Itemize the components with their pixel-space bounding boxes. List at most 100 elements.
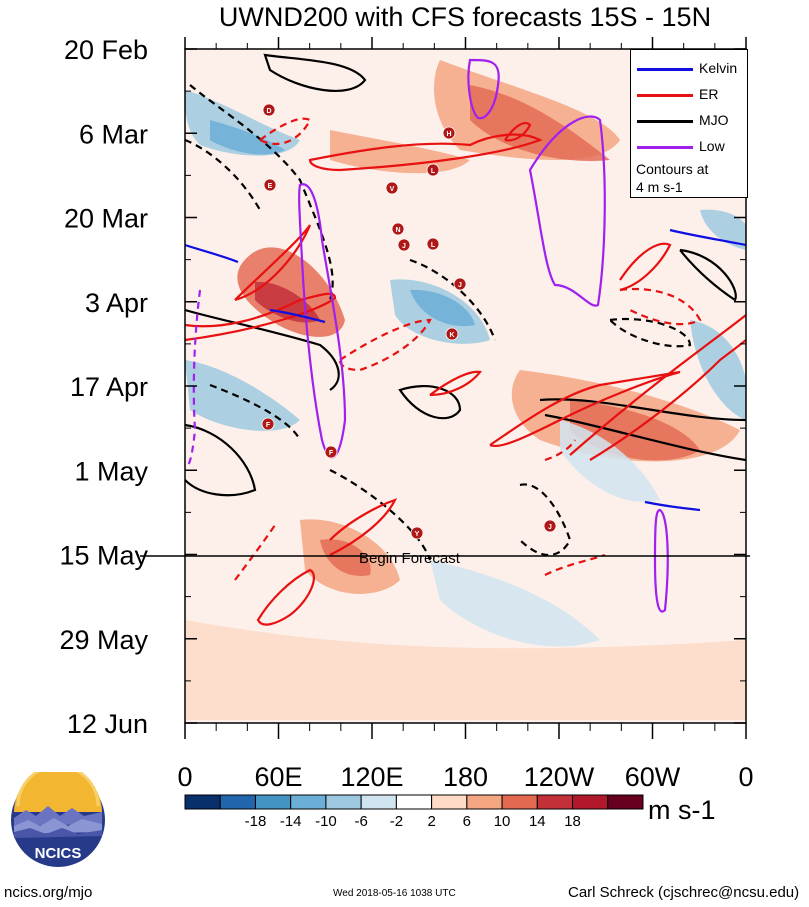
colorbar-swatch bbox=[501, 794, 538, 810]
anomaly-region bbox=[690, 320, 746, 420]
ncics-logo: NCICS bbox=[11, 772, 105, 867]
y-tick-label: 29 May bbox=[59, 625, 148, 655]
storm-letter: E bbox=[268, 183, 273, 190]
colorbar-tick-label: 18 bbox=[564, 813, 581, 830]
legend-swatch bbox=[637, 120, 693, 123]
colorbar-swatch bbox=[290, 794, 327, 810]
colorbar-swatch bbox=[536, 794, 574, 810]
anomaly-region bbox=[185, 360, 300, 431]
contour-line bbox=[308, 133, 543, 172]
storm-letter: D bbox=[266, 108, 271, 115]
legend-label: ER bbox=[699, 86, 719, 102]
colorbar-swatch bbox=[466, 794, 503, 810]
contour-line bbox=[429, 370, 482, 397]
colorbar-swatch bbox=[184, 794, 221, 810]
colorbar-tick-label: 6 bbox=[463, 813, 471, 830]
contour-line bbox=[234, 524, 276, 581]
storm-symbol: F bbox=[324, 445, 338, 459]
colorbar-swatch bbox=[395, 794, 433, 810]
anomaly-region bbox=[320, 539, 371, 576]
contour-line bbox=[544, 439, 576, 462]
y-tick-label: 20 Mar bbox=[64, 204, 148, 234]
anomaly-region bbox=[430, 560, 600, 647]
contour-line bbox=[619, 242, 672, 292]
storm-symbol: K bbox=[445, 327, 459, 341]
storm-symbol: J bbox=[543, 519, 557, 533]
y-tick-label: 12 Jun bbox=[67, 709, 148, 739]
legend-label: MJO bbox=[699, 112, 729, 128]
chart-title: UWND200 with CFS forecasts 15S - 15N bbox=[218, 2, 712, 32]
storm-symbol: D bbox=[262, 103, 276, 117]
contour-line bbox=[185, 289, 202, 468]
contour-line bbox=[185, 423, 257, 497]
contour-line bbox=[519, 483, 572, 556]
colorbar-tick-label: -10 bbox=[315, 813, 337, 830]
storm-letter: J bbox=[458, 282, 462, 289]
contour-line bbox=[669, 228, 746, 247]
contour-line bbox=[185, 243, 239, 264]
contour-line bbox=[544, 553, 606, 576]
storm-symbol: Y bbox=[410, 526, 424, 540]
storm-letter: K bbox=[449, 332, 454, 339]
contour-line bbox=[338, 318, 432, 372]
contour-line bbox=[569, 314, 746, 456]
colorbar-swatch bbox=[360, 794, 397, 810]
x-tick-label: 60E bbox=[254, 762, 302, 792]
contour-line bbox=[259, 117, 312, 145]
storm-letter: N bbox=[395, 227, 400, 234]
storm-letter: L bbox=[431, 168, 436, 175]
x-tick-label: 120W bbox=[524, 762, 595, 792]
legend-item-kelvin: Kelvin bbox=[631, 60, 747, 78]
contour-line bbox=[504, 122, 532, 142]
colorbar-tick-label: -14 bbox=[280, 813, 302, 830]
anomaly-region bbox=[700, 209, 746, 250]
contour-line bbox=[644, 500, 701, 512]
storm-symbol: J bbox=[397, 238, 411, 252]
colorbar-swatch bbox=[607, 794, 644, 810]
storm-letter: J bbox=[402, 243, 406, 250]
y-axis: 20 Feb 6 Mar 20 Mar 3 Apr 17 Apr 1 May 15 May 2… bbox=[59, 35, 746, 739]
storm-letter: F bbox=[266, 422, 271, 429]
contour-line bbox=[256, 568, 316, 626]
storm-symbol: H bbox=[442, 126, 456, 140]
legend-item-mjo: MJO bbox=[631, 112, 747, 130]
colorbar-swatch bbox=[572, 794, 609, 810]
x-tick-label: 60W bbox=[625, 762, 681, 792]
contour-line bbox=[619, 287, 702, 326]
legend-swatch bbox=[637, 68, 693, 71]
contour-line bbox=[489, 370, 681, 448]
storm-symbol: V bbox=[385, 181, 399, 195]
x-tick-label: 0 bbox=[177, 762, 192, 792]
anomaly-region bbox=[210, 120, 285, 155]
colorbar-units: m s-1 bbox=[648, 795, 716, 825]
y-tick-label: 6 Mar bbox=[79, 119, 148, 149]
colorbar: -18 -14 -10 -6 -2 2 6 10 14 18 bbox=[184, 794, 644, 830]
colorbar-swatch bbox=[254, 794, 292, 810]
storm-symbol: J bbox=[453, 277, 467, 291]
storm-symbol: E bbox=[263, 178, 277, 192]
contour-line bbox=[185, 292, 337, 342]
contour-line bbox=[609, 317, 692, 348]
timestamp: Wed 2018-05-16 1038 UTC bbox=[333, 888, 456, 899]
storm-letter: V bbox=[390, 186, 395, 193]
colorbar-swatch bbox=[431, 794, 468, 810]
y-tick-label: 17 Apr bbox=[70, 372, 148, 402]
y-tick-label: 3 Apr bbox=[85, 288, 148, 318]
contour-line bbox=[653, 508, 669, 613]
colorbar-tick-label: -2 bbox=[390, 813, 403, 830]
storm-symbol: L bbox=[426, 237, 440, 251]
legend-label: Low bbox=[699, 138, 725, 154]
colorbar-tick-label: -6 bbox=[354, 813, 367, 830]
author-credit: Carl Schreck (cjschrec@ncsu.edu) bbox=[568, 884, 800, 901]
contour-line bbox=[263, 53, 367, 92]
colorbar-tick-label: 10 bbox=[494, 813, 511, 830]
storm-symbol: L bbox=[426, 163, 440, 177]
storm-letter: Y bbox=[415, 531, 420, 538]
contour-line bbox=[398, 385, 462, 420]
legend-swatch bbox=[637, 146, 693, 149]
legend-label: Kelvin bbox=[699, 60, 738, 76]
legend: Kelvin ER MJO Low Contours at 4 m s-1 bbox=[630, 49, 748, 198]
colorbar-tick-label: 2 bbox=[427, 813, 435, 830]
storm-letter: J bbox=[548, 524, 552, 531]
anomaly-region bbox=[410, 289, 475, 327]
